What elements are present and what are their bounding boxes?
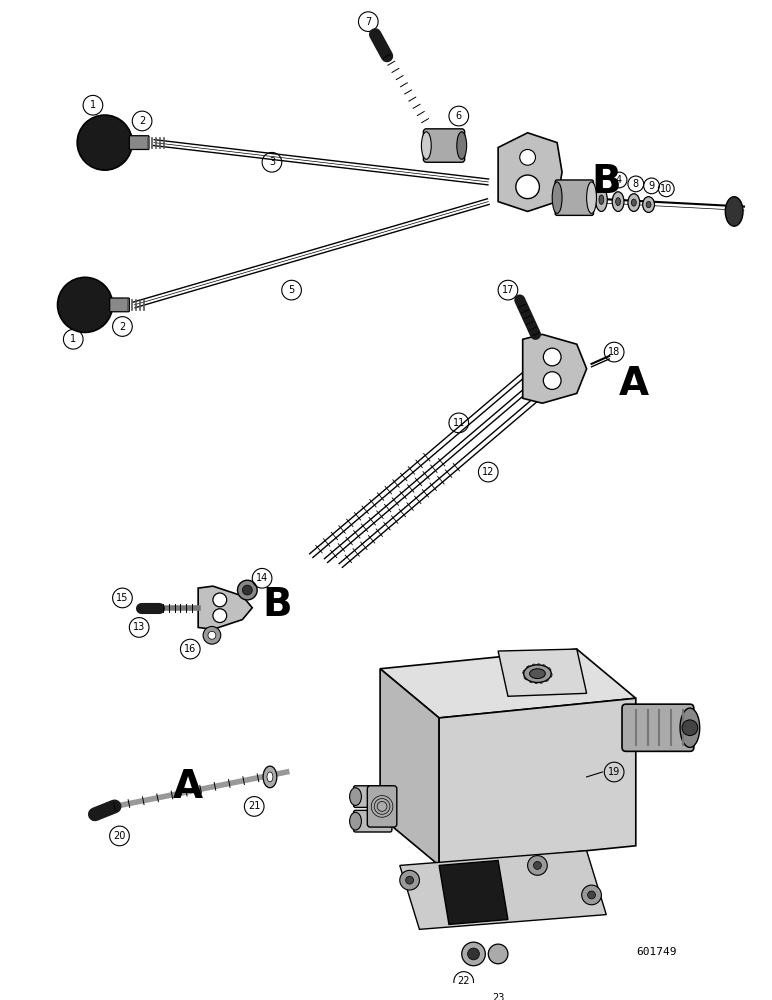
- Text: 17: 17: [502, 285, 514, 295]
- Circle shape: [242, 585, 252, 595]
- Text: 20: 20: [113, 831, 126, 841]
- Ellipse shape: [642, 197, 655, 212]
- Text: 8: 8: [633, 179, 639, 189]
- Ellipse shape: [422, 132, 432, 159]
- Polygon shape: [439, 861, 508, 924]
- Ellipse shape: [457, 132, 466, 159]
- Text: 19: 19: [608, 767, 620, 777]
- Ellipse shape: [350, 788, 361, 805]
- Text: 3: 3: [269, 157, 275, 167]
- Ellipse shape: [646, 201, 651, 208]
- Circle shape: [682, 720, 698, 736]
- Text: 14: 14: [256, 573, 268, 583]
- FancyBboxPatch shape: [130, 136, 149, 149]
- Ellipse shape: [587, 182, 597, 213]
- Circle shape: [533, 862, 541, 869]
- Ellipse shape: [263, 766, 277, 788]
- Ellipse shape: [628, 194, 640, 211]
- Text: 9: 9: [648, 181, 655, 191]
- Polygon shape: [523, 334, 587, 403]
- Circle shape: [543, 348, 561, 366]
- FancyBboxPatch shape: [110, 298, 130, 312]
- Circle shape: [527, 856, 547, 875]
- Polygon shape: [380, 649, 636, 718]
- Text: 7: 7: [365, 17, 371, 27]
- Circle shape: [520, 149, 536, 165]
- Text: 11: 11: [452, 418, 465, 428]
- Text: 22: 22: [458, 976, 470, 986]
- Text: 4: 4: [616, 175, 622, 185]
- Text: 1: 1: [90, 100, 96, 110]
- Ellipse shape: [599, 195, 604, 204]
- Circle shape: [405, 876, 414, 884]
- Ellipse shape: [552, 182, 562, 213]
- FancyBboxPatch shape: [423, 129, 465, 162]
- FancyBboxPatch shape: [622, 704, 694, 751]
- Polygon shape: [498, 649, 587, 696]
- Circle shape: [587, 891, 595, 899]
- Text: 21: 21: [248, 801, 260, 811]
- Ellipse shape: [267, 772, 273, 782]
- Text: 601749: 601749: [636, 947, 676, 957]
- Text: A: A: [173, 768, 203, 806]
- Circle shape: [468, 948, 479, 960]
- Text: 15: 15: [117, 593, 129, 603]
- Text: 18: 18: [608, 347, 620, 357]
- Ellipse shape: [530, 669, 545, 679]
- Circle shape: [400, 870, 419, 890]
- Text: 1: 1: [70, 334, 76, 344]
- Polygon shape: [198, 586, 252, 629]
- Ellipse shape: [612, 192, 624, 211]
- Text: 13: 13: [133, 622, 145, 632]
- Polygon shape: [439, 698, 636, 865]
- Circle shape: [462, 942, 486, 966]
- Circle shape: [213, 609, 227, 623]
- Circle shape: [543, 372, 561, 389]
- Ellipse shape: [595, 188, 608, 211]
- Circle shape: [582, 885, 601, 905]
- Text: B: B: [591, 163, 621, 201]
- Ellipse shape: [523, 665, 551, 683]
- Circle shape: [516, 175, 540, 199]
- Text: 5: 5: [289, 285, 295, 295]
- Circle shape: [77, 115, 132, 170]
- Ellipse shape: [350, 812, 361, 830]
- Text: A: A: [619, 365, 649, 403]
- Text: 16: 16: [185, 644, 196, 654]
- Polygon shape: [380, 669, 439, 865]
- FancyBboxPatch shape: [555, 180, 594, 215]
- Ellipse shape: [631, 199, 636, 206]
- Text: 10: 10: [660, 184, 672, 194]
- FancyBboxPatch shape: [354, 810, 392, 832]
- Circle shape: [208, 631, 216, 639]
- Circle shape: [203, 626, 221, 644]
- Circle shape: [213, 593, 227, 607]
- FancyBboxPatch shape: [367, 786, 397, 827]
- Ellipse shape: [725, 197, 743, 226]
- Circle shape: [238, 580, 257, 600]
- Text: 2: 2: [139, 116, 145, 126]
- Ellipse shape: [680, 708, 699, 747]
- FancyBboxPatch shape: [354, 786, 392, 807]
- Circle shape: [488, 944, 508, 964]
- Text: 23: 23: [492, 993, 504, 1000]
- Ellipse shape: [615, 198, 621, 206]
- Circle shape: [58, 277, 113, 332]
- Text: 6: 6: [455, 111, 462, 121]
- Text: B: B: [262, 586, 292, 624]
- Polygon shape: [498, 133, 562, 211]
- Text: 12: 12: [482, 467, 495, 477]
- Text: 2: 2: [120, 322, 126, 332]
- Polygon shape: [400, 851, 606, 929]
